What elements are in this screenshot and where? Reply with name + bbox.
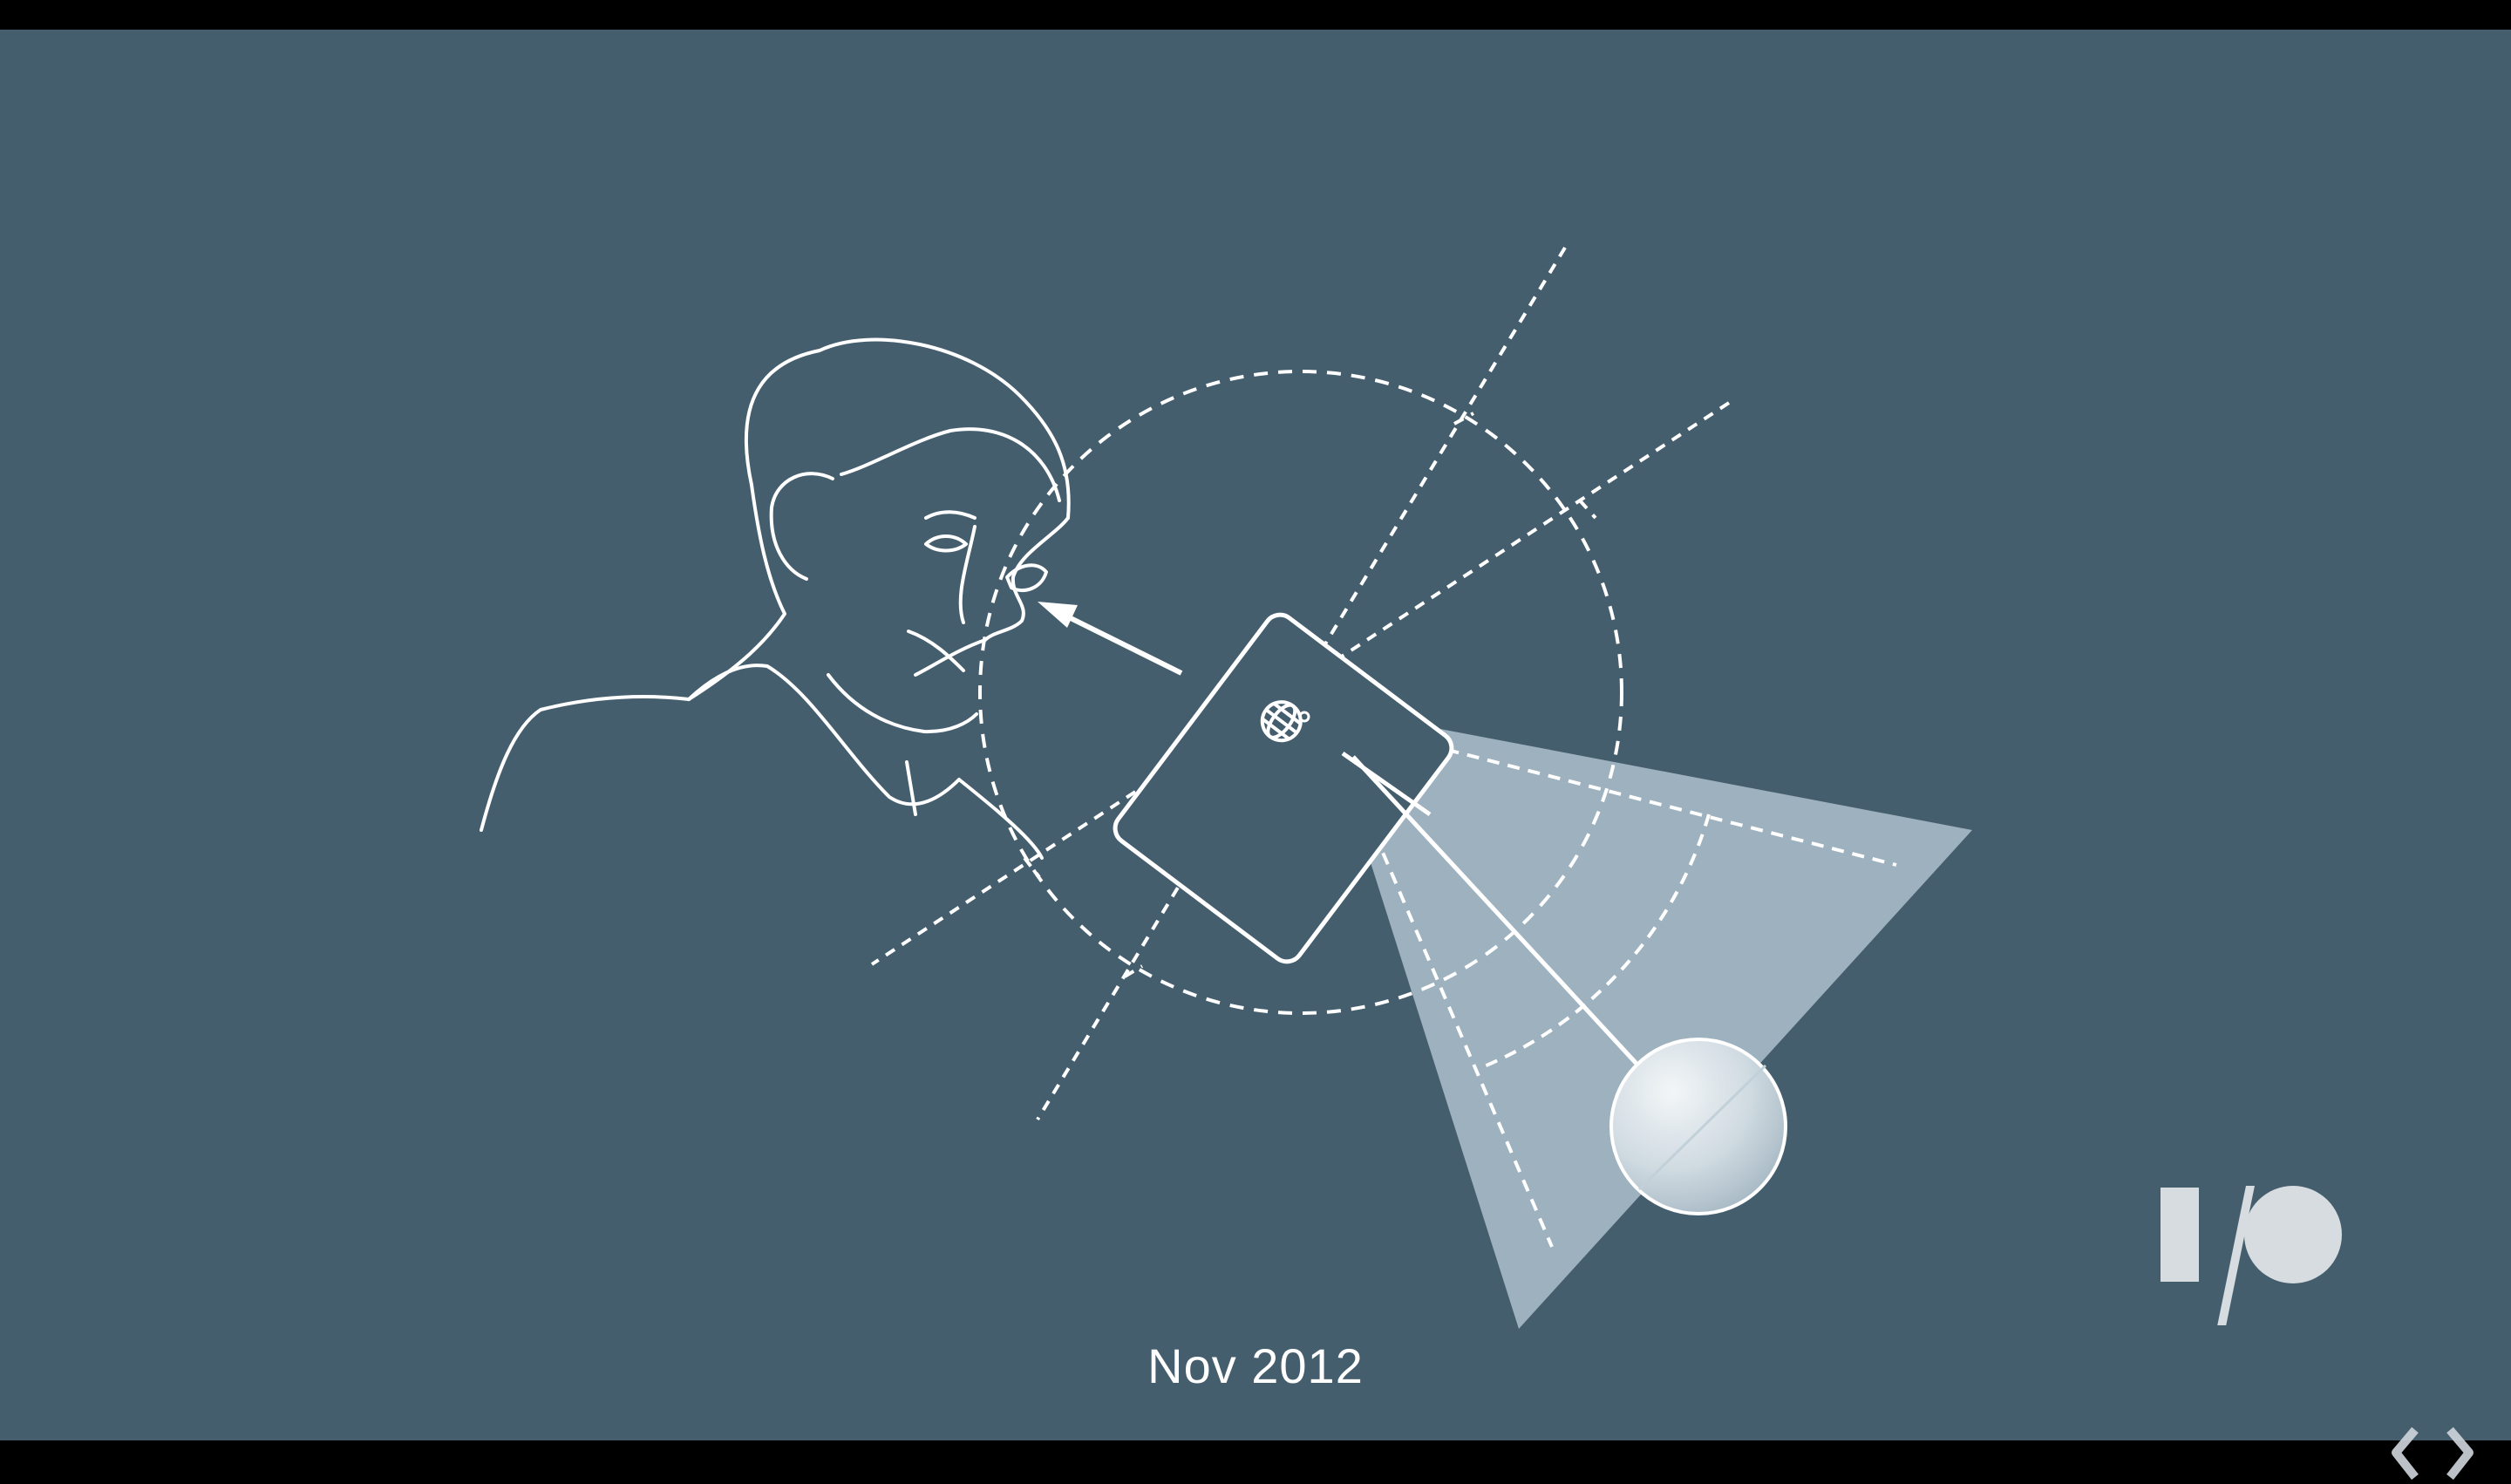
light-ray [1341, 751, 1650, 1078]
diagram [480, 246, 1972, 1329]
dashed-axes [870, 246, 1731, 1121]
player-chevron-icon [2392, 1426, 2474, 1481]
sun-shadow-line [1637, 1064, 1767, 1191]
sight-arrow [1038, 602, 1183, 676]
sun-sphere [1609, 1038, 1787, 1215]
slide-caption: Nov 2012 [1147, 1338, 1364, 1393]
phone-tablet [1113, 612, 1454, 964]
globe-icon [1260, 700, 1303, 743]
phone-sensor [1298, 711, 1310, 723]
light-cone [1321, 706, 1972, 1329]
google-io-logo [2161, 1186, 2342, 1325]
person-face-outline [480, 337, 1071, 860]
dashed-sphere [978, 370, 1623, 1015]
slide: Nov 2012 [0, 30, 2511, 1440]
